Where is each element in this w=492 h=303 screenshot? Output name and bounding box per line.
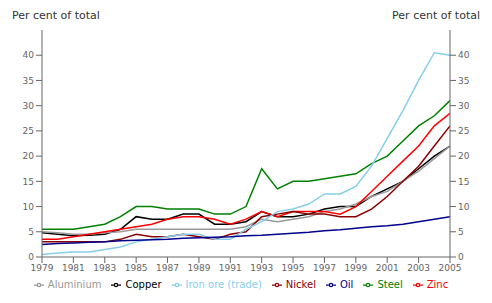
svg-text:1987: 1987 <box>156 263 179 273</box>
svg-text:1993: 1993 <box>250 263 273 273</box>
svg-text:35: 35 <box>23 76 34 86</box>
svg-text:1979: 1979 <box>31 263 54 273</box>
svg-text:30: 30 <box>458 101 470 111</box>
svg-text:5: 5 <box>458 227 464 237</box>
svg-text:1999: 1999 <box>344 263 367 273</box>
html-text:Zinc: Zinc <box>426 279 449 290</box>
svg-text:15: 15 <box>458 177 469 187</box>
svg-text:1991: 1991 <box>219 263 242 273</box>
html-text:Per cent of total: Per cent of total <box>392 9 480 22</box>
svg-text:10: 10 <box>458 202 470 212</box>
svg-text:40: 40 <box>458 50 470 60</box>
svg-text:20: 20 <box>458 151 470 161</box>
html-text:Aluminium: Aluminium <box>47 279 102 290</box>
svg-text:1989: 1989 <box>187 263 210 273</box>
svg-text:10: 10 <box>23 202 35 212</box>
svg-text:15: 15 <box>23 177 34 187</box>
svg-text:25: 25 <box>458 126 469 136</box>
svg-text:0: 0 <box>458 252 464 262</box>
svg-text:2003: 2003 <box>407 263 430 273</box>
html-text:Per cent of total: Per cent of total <box>12 9 100 22</box>
svg-text:2001: 2001 <box>376 263 399 273</box>
svg-text:1997: 1997 <box>313 263 336 273</box>
svg-text:0: 0 <box>28 252 34 262</box>
svg-text:1981: 1981 <box>62 263 85 273</box>
html-text:Iron ore (trade): Iron ore (trade) <box>185 279 262 290</box>
svg-text:5: 5 <box>28 227 34 237</box>
svg-text:1985: 1985 <box>125 263 148 273</box>
svg-text:30: 30 <box>23 101 35 111</box>
svg-text:1983: 1983 <box>93 263 116 273</box>
html-text:Oil: Oil <box>339 279 354 290</box>
svg-text:25: 25 <box>23 126 34 136</box>
svg-text:20: 20 <box>23 151 35 161</box>
html-text:Nickel: Nickel <box>285 279 316 290</box>
svg-text:2005: 2005 <box>439 263 462 273</box>
svg-text:40: 40 <box>23 50 35 60</box>
svg-text:35: 35 <box>458 76 469 86</box>
svg-text:1995: 1995 <box>282 263 305 273</box>
html-text:Steel: Steel <box>377 279 403 290</box>
html-text:Copper: Copper <box>125 279 162 290</box>
